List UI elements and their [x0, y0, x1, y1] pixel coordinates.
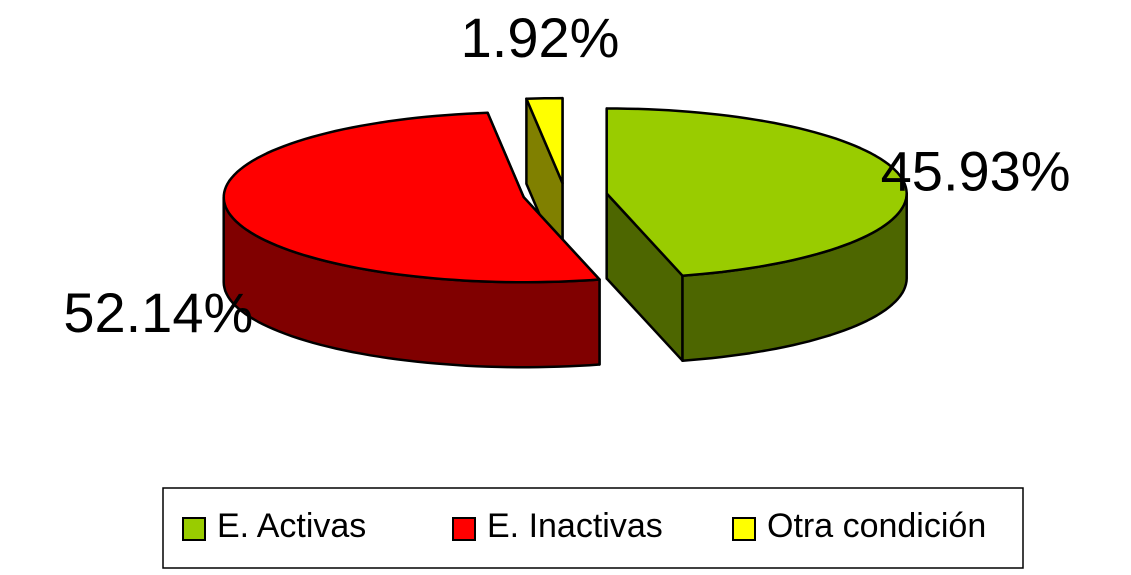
slice-top [525, 96, 564, 185]
slice-top [222, 111, 601, 284]
slice-top [605, 107, 908, 277]
legend-swatch [182, 517, 206, 541]
data-label: 52.14% [63, 281, 253, 344]
legend-swatch [732, 517, 756, 541]
legend-label: E. Inactivas [487, 507, 663, 545]
legend-swatch [452, 517, 476, 541]
legend-label: Otra condición [767, 507, 986, 545]
data-label: 45.93% [881, 139, 1071, 202]
legend-label: E. Activas [217, 507, 366, 545]
data-label: 1.92% [461, 6, 620, 69]
legend-box [162, 487, 1024, 569]
